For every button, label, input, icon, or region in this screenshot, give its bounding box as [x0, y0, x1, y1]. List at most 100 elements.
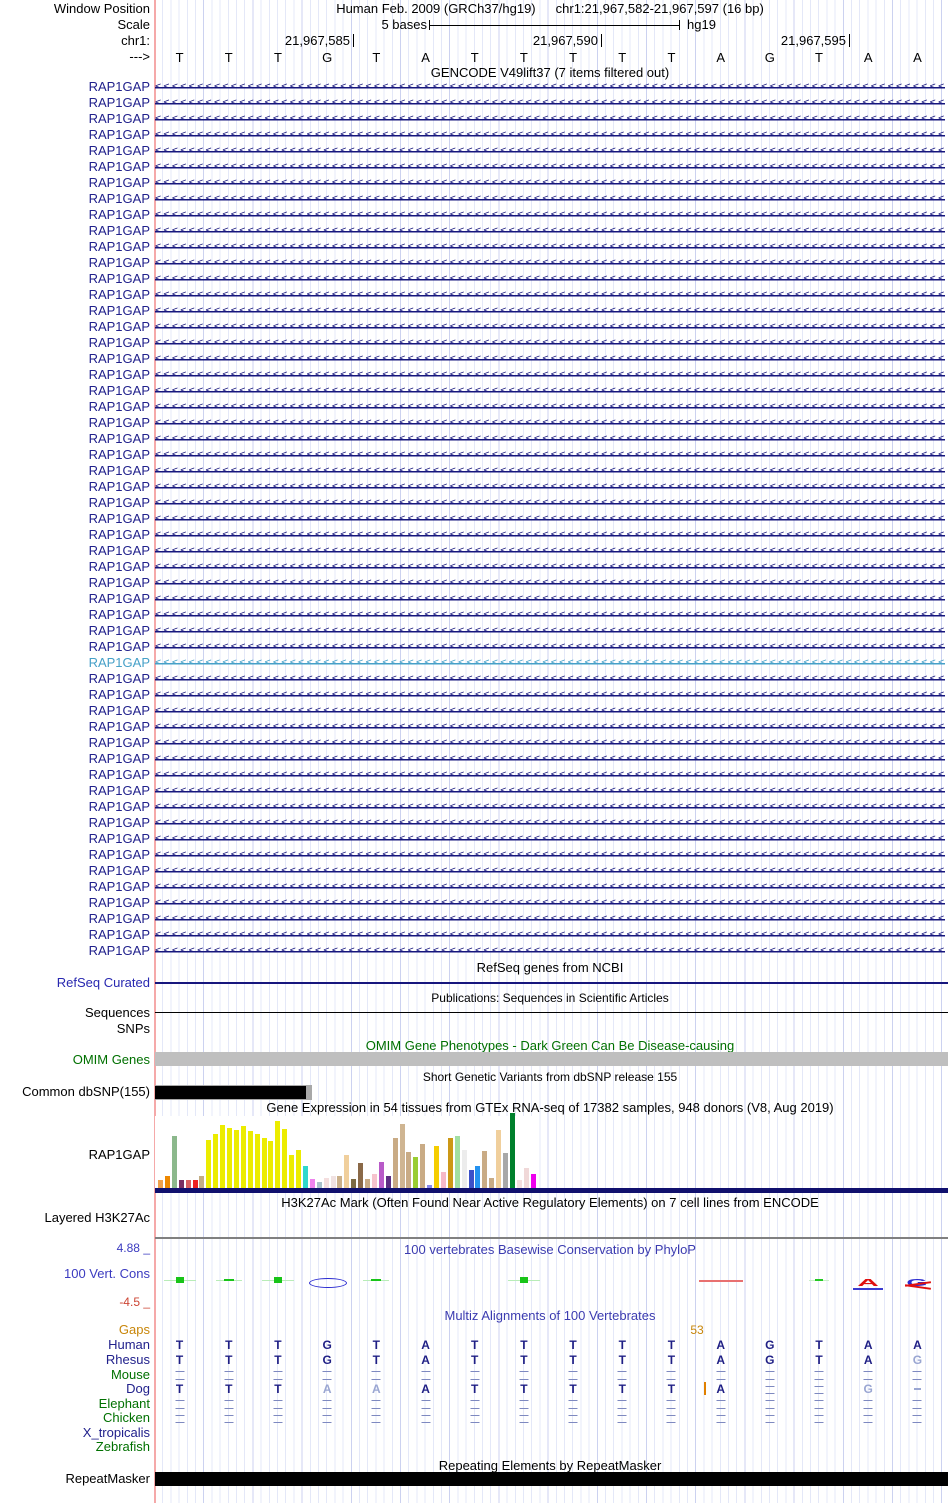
- gene-label[interactable]: RAP1GAP: [88, 527, 150, 542]
- gene-label[interactable]: RAP1GAP: [88, 767, 150, 782]
- gene-label[interactable]: RAP1GAP: [88, 271, 150, 286]
- gene-row[interactable]: <<<<<<<<<<<<<<<<<<<<<<<<<<<<<<<<<<<<<<<<…: [155, 703, 945, 719]
- gtex-bar[interactable]: [523, 1168, 529, 1188]
- alignment-base[interactable]: A: [716, 1353, 725, 1367]
- gtex-bar[interactable]: [454, 1136, 460, 1188]
- gtex-bar[interactable]: [282, 1129, 288, 1188]
- alignment-double-dash[interactable]: [371, 1400, 381, 1409]
- gene-row[interactable]: <<<<<<<<<<<<<<<<<<<<<<<<<<<<<<<<<<<<<<<<…: [155, 175, 945, 191]
- alignment-base[interactable]: T: [815, 1338, 823, 1352]
- gtex-bar[interactable]: [192, 1180, 198, 1188]
- alignment-double-dash[interactable]: [421, 1371, 431, 1380]
- gtex-bar[interactable]: [385, 1176, 391, 1188]
- phylop-logo-underline[interactable]: [853, 1288, 884, 1290]
- gene-label[interactable]: RAP1GAP: [88, 239, 150, 254]
- gene-label[interactable]: RAP1GAP: [88, 143, 150, 158]
- alignment-base[interactable]: T: [225, 1382, 233, 1396]
- gene-label[interactable]: RAP1GAP: [88, 751, 150, 766]
- alignment-double-dash[interactable]: [175, 1371, 185, 1380]
- alignment-base[interactable]: T: [225, 1353, 233, 1367]
- gtex-bar[interactable]: [316, 1182, 322, 1188]
- gene-label[interactable]: RAP1GAP: [88, 383, 150, 398]
- gene-label[interactable]: RAP1GAP: [88, 719, 150, 734]
- gtex-bar[interactable]: [199, 1176, 205, 1188]
- species-label-gaps[interactable]: Gaps: [118, 1322, 150, 1337]
- gene-row[interactable]: <<<<<<<<<<<<<<<<<<<<<<<<<<<<<<<<<<<<<<<<…: [155, 863, 945, 879]
- gtex-bar[interactable]: [275, 1121, 281, 1188]
- gene-row[interactable]: <<<<<<<<<<<<<<<<<<<<<<<<<<<<<<<<<<<<<<<<…: [155, 799, 945, 815]
- alignment-double-dash[interactable]: [371, 1414, 381, 1423]
- alignment-double-dash[interactable]: [863, 1371, 873, 1380]
- gtex-bar[interactable]: [475, 1166, 481, 1188]
- alignment-base[interactable]: G: [765, 1338, 775, 1352]
- gene-label[interactable]: RAP1GAP: [88, 511, 150, 526]
- repeatmasker-label[interactable]: RepeatMasker: [65, 1471, 150, 1486]
- gene-label[interactable]: RAP1GAP: [88, 847, 150, 862]
- alignment-base[interactable]: T: [274, 1353, 282, 1367]
- alignment-insert-marker[interactable]: [704, 1382, 706, 1395]
- alignment-base[interactable]: A: [913, 1338, 922, 1352]
- gene-row[interactable]: <<<<<<<<<<<<<<<<<<<<<<<<<<<<<<<<<<<<<<<<…: [155, 367, 945, 383]
- gene-label[interactable]: RAP1GAP: [88, 191, 150, 206]
- gene-label[interactable]: RAP1GAP: [88, 479, 150, 494]
- sequences-label[interactable]: Sequences: [84, 1005, 150, 1020]
- gene-label[interactable]: RAP1GAP: [88, 303, 150, 318]
- alignment-base[interactable]: T: [274, 1382, 282, 1396]
- gene-row[interactable]: <<<<<<<<<<<<<<<<<<<<<<<<<<<<<<<<<<<<<<<<…: [155, 287, 945, 303]
- gtex-bar[interactable]: [489, 1178, 495, 1188]
- alignment-base[interactable]: A: [716, 1382, 725, 1396]
- alignment-double-dash[interactable]: [765, 1371, 775, 1380]
- alignment-gap-dash[interactable]: [913, 1388, 921, 1390]
- phylop-positive-mark[interactable]: [175, 1277, 184, 1283]
- gene-row[interactable]: <<<<<<<<<<<<<<<<<<<<<<<<<<<<<<<<<<<<<<<<…: [155, 431, 945, 447]
- gene-row[interactable]: <<<<<<<<<<<<<<<<<<<<<<<<<<<<<<<<<<<<<<<<…: [155, 79, 945, 95]
- gene-label[interactable]: RAP1GAP: [88, 223, 150, 238]
- alignment-base[interactable]: G: [765, 1353, 775, 1367]
- alignment-base[interactable]: A: [716, 1338, 725, 1352]
- gtex-bar[interactable]: [323, 1178, 329, 1188]
- gtex-bar[interactable]: [254, 1134, 260, 1188]
- gtex-bar[interactable]: [164, 1176, 170, 1188]
- gene-row[interactable]: <<<<<<<<<<<<<<<<<<<<<<<<<<<<<<<<<<<<<<<<…: [155, 239, 945, 255]
- gtex-bar[interactable]: [337, 1176, 343, 1188]
- gene-row[interactable]: <<<<<<<<<<<<<<<<<<<<<<<<<<<<<<<<<<<<<<<<…: [155, 895, 945, 911]
- gene-row[interactable]: <<<<<<<<<<<<<<<<<<<<<<<<<<<<<<<<<<<<<<<<…: [155, 479, 945, 495]
- gene-label[interactable]: RAP1GAP: [88, 799, 150, 814]
- gene-row[interactable]: <<<<<<<<<<<<<<<<<<<<<<<<<<<<<<<<<<<<<<<<…: [155, 351, 945, 367]
- gtex-bar[interactable]: [220, 1125, 226, 1188]
- alignment-base[interactable]: T: [274, 1338, 282, 1352]
- gene-row[interactable]: <<<<<<<<<<<<<<<<<<<<<<<<<<<<<<<<<<<<<<<<…: [155, 943, 945, 959]
- alignment-double-dash[interactable]: [421, 1400, 431, 1409]
- gene-label[interactable]: RAP1GAP: [88, 607, 150, 622]
- gene-label[interactable]: RAP1GAP: [88, 575, 150, 590]
- gene-label[interactable]: RAP1GAP: [88, 415, 150, 430]
- gtex-bar[interactable]: [233, 1130, 239, 1188]
- alignment-double-dash[interactable]: [224, 1371, 234, 1380]
- sequences-line[interactable]: [155, 1012, 948, 1013]
- gene-label[interactable]: RAP1GAP: [88, 815, 150, 830]
- alignment-double-dash[interactable]: [421, 1414, 431, 1423]
- gene-row[interactable]: <<<<<<<<<<<<<<<<<<<<<<<<<<<<<<<<<<<<<<<<…: [155, 639, 945, 655]
- alignment-base[interactable]: T: [471, 1338, 479, 1352]
- gene-row[interactable]: <<<<<<<<<<<<<<<<<<<<<<<<<<<<<<<<<<<<<<<<…: [155, 127, 945, 143]
- gene-row[interactable]: <<<<<<<<<<<<<<<<<<<<<<<<<<<<<<<<<<<<<<<<…: [155, 191, 945, 207]
- gene-label[interactable]: RAP1GAP: [88, 463, 150, 478]
- alignment-double-dash[interactable]: [912, 1414, 922, 1423]
- gtex-bar[interactable]: [406, 1152, 412, 1188]
- alignment-double-dash[interactable]: [273, 1400, 283, 1409]
- phylop-positive-mark[interactable]: [223, 1279, 234, 1281]
- gtex-bar[interactable]: [302, 1166, 308, 1188]
- alignment-base[interactable]: T: [618, 1338, 626, 1352]
- species-label-chicken[interactable]: Chicken: [103, 1410, 150, 1425]
- alignment-double-dash[interactable]: [224, 1414, 234, 1423]
- gene-label[interactable]: RAP1GAP: [88, 431, 150, 446]
- h3k27ac-baseline[interactable]: [155, 1237, 948, 1239]
- gene-row[interactable]: <<<<<<<<<<<<<<<<<<<<<<<<<<<<<<<<<<<<<<<<…: [155, 687, 945, 703]
- gene-row[interactable]: <<<<<<<<<<<<<<<<<<<<<<<<<<<<<<<<<<<<<<<<…: [155, 415, 945, 431]
- gene-row[interactable]: <<<<<<<<<<<<<<<<<<<<<<<<<<<<<<<<<<<<<<<<…: [155, 847, 945, 863]
- alignment-double-dash[interactable]: [224, 1400, 234, 1409]
- gtex-bar[interactable]: [509, 1113, 515, 1188]
- omim-genes-label[interactable]: OMIM Genes: [72, 1052, 150, 1067]
- gene-row[interactable]: <<<<<<<<<<<<<<<<<<<<<<<<<<<<<<<<<<<<<<<<…: [155, 447, 945, 463]
- gtex-bar[interactable]: [247, 1131, 253, 1188]
